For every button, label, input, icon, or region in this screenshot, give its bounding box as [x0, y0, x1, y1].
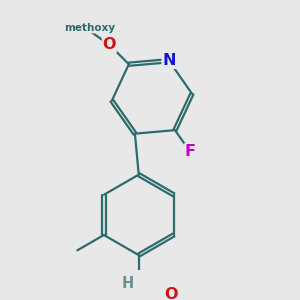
- Text: methoxy: methoxy: [64, 23, 116, 33]
- Text: H: H: [122, 276, 134, 291]
- Text: F: F: [184, 144, 195, 159]
- Text: O: O: [164, 287, 178, 300]
- Text: O: O: [103, 37, 116, 52]
- Text: N: N: [162, 53, 176, 68]
